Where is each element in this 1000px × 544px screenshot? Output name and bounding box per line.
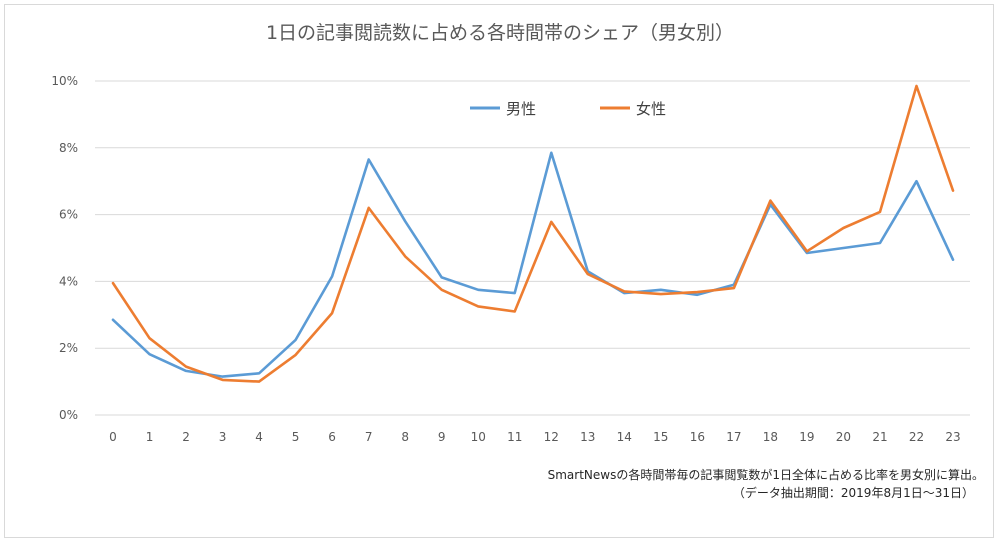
legend-label: 女性 — [636, 100, 666, 118]
gridlines — [95, 80, 970, 416]
y-tick-label: 6% — [59, 208, 78, 222]
y-tick-label: 2% — [59, 341, 78, 355]
x-tick-label: 4 — [255, 430, 263, 444]
x-tick-label: 17 — [726, 430, 741, 444]
footnote-method: SmartNewsの各時間帯毎の記事閲覧数が1日全体に占める比率を男女別に算出。 — [547, 468, 984, 482]
x-tick-label: 19 — [799, 430, 814, 444]
x-tick-label: 11 — [507, 430, 522, 444]
x-tick-label: 23 — [945, 430, 960, 444]
x-tick-label: 20 — [836, 430, 851, 444]
chart-title: 1日の記事閲読数に占める各時間帯のシェア（男女別） — [265, 22, 735, 44]
y-axis-ticks: 0% 2% 4% 6% 8% 10% — [51, 74, 78, 422]
x-tick-label: 13 — [580, 430, 595, 444]
chart-frame — [4, 4, 994, 538]
x-tick-label: 7 — [365, 430, 373, 444]
x-tick-label: 6 — [328, 430, 336, 444]
legend: 男性 女性 — [470, 100, 666, 118]
x-tick-label: 12 — [544, 430, 559, 444]
footnote-period: （データ抽出期間：2019年8月1日〜31日） — [732, 486, 974, 500]
x-tick-label: 14 — [617, 430, 632, 444]
y-tick-label: 8% — [59, 141, 78, 155]
x-tick-label: 1 — [146, 430, 154, 444]
legend-label: 男性 — [506, 100, 536, 118]
x-tick-label: 18 — [763, 430, 778, 444]
series-line-male — [111, 151, 955, 378]
x-tick-label: 9 — [438, 430, 446, 444]
x-tick-label: 15 — [653, 430, 668, 444]
x-tick-label: 5 — [292, 430, 300, 444]
series-lines — [111, 84, 955, 383]
x-tick-label: 8 — [401, 430, 409, 444]
x-tick-label: 22 — [909, 430, 924, 444]
y-tick-label: 10% — [51, 74, 78, 88]
x-axis-ticks: 0 1 2 3 4 5 6 7 8 9 10 11 12 13 14 15 16 17 18 19 20 21 22 23 — [109, 430, 960, 444]
y-tick-label: 0% — [59, 408, 78, 422]
x-tick-label: 21 — [872, 430, 887, 444]
x-tick-label: 3 — [219, 430, 227, 444]
x-tick-label: 10 — [471, 430, 486, 444]
x-tick-label: 2 — [182, 430, 190, 444]
series-line-female — [111, 84, 955, 383]
x-tick-label: 0 — [109, 430, 117, 444]
y-tick-label: 4% — [59, 274, 78, 288]
x-tick-label: 16 — [690, 430, 705, 444]
